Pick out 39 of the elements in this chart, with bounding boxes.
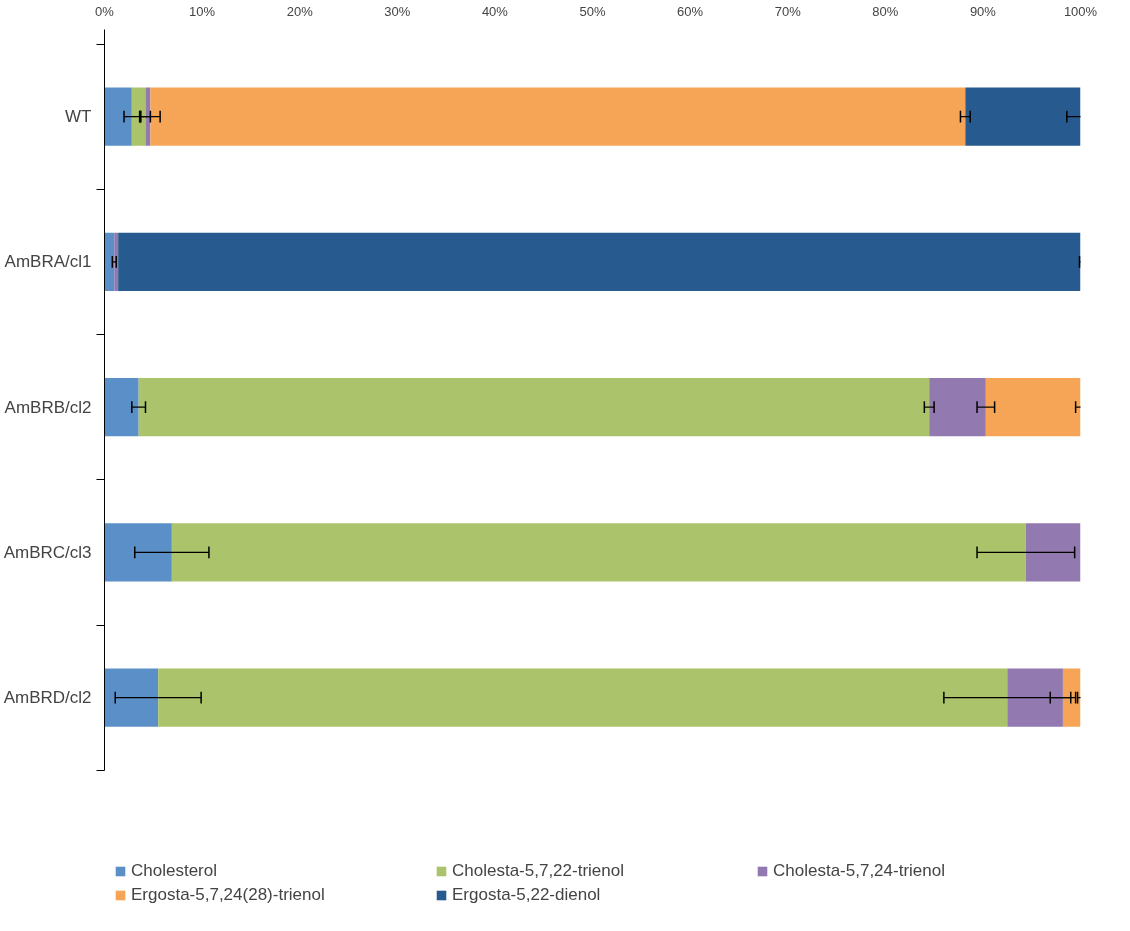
bar: [118, 232, 1081, 291]
x-tick-label: 0%: [95, 3, 115, 19]
x-tick-label: 30%: [384, 3, 411, 19]
legend-label: Ergosta-5,22-dienol: [452, 885, 602, 905]
bar: [138, 378, 930, 437]
x-tick-label: 100%: [1063, 3, 1098, 19]
y-tick-label: AmBRC/cl3: [3, 542, 92, 562]
bar: [1007, 668, 1063, 727]
bar: [985, 378, 1081, 437]
bar: [104, 87, 132, 146]
y-tick-label: AmBRA/cl1: [4, 252, 92, 272]
x-tick-label: 20%: [286, 3, 314, 19]
x-tick-label: 80%: [872, 3, 899, 19]
x-tick-label: 10%: [189, 3, 216, 19]
y-tick-label: AmBRB/cl2: [4, 397, 92, 417]
y-tick-label: WT: [65, 107, 92, 127]
bar: [1025, 523, 1081, 582]
bar: [929, 378, 986, 437]
bar: [965, 87, 1081, 146]
x-tick-label: 40%: [481, 3, 509, 19]
bar: [145, 87, 151, 146]
legend-label: Cholesta-5,7,22-trienol: [452, 861, 625, 881]
x-tick-label: 50%: [579, 3, 606, 19]
bar: [104, 523, 172, 582]
legend-label: Cholesta-5,7,24-trienol: [773, 861, 946, 881]
bar: [104, 668, 159, 727]
bar: [1062, 668, 1081, 727]
bar: [131, 87, 146, 146]
bar: [104, 378, 139, 437]
x-tick-label: 70%: [774, 3, 802, 19]
x-tick-label: 60%: [677, 3, 704, 19]
x-tick-label: 90%: [969, 3, 997, 19]
legend-label: Ergosta-5,7,24(28)-trienol: [131, 885, 326, 905]
y-tick-label: AmBRD/cl2: [3, 688, 92, 708]
bar: [171, 523, 1026, 582]
bar: [104, 232, 115, 291]
bar: [150, 87, 966, 146]
legend-label: Cholesterol: [131, 861, 218, 881]
bar: [158, 668, 1008, 727]
